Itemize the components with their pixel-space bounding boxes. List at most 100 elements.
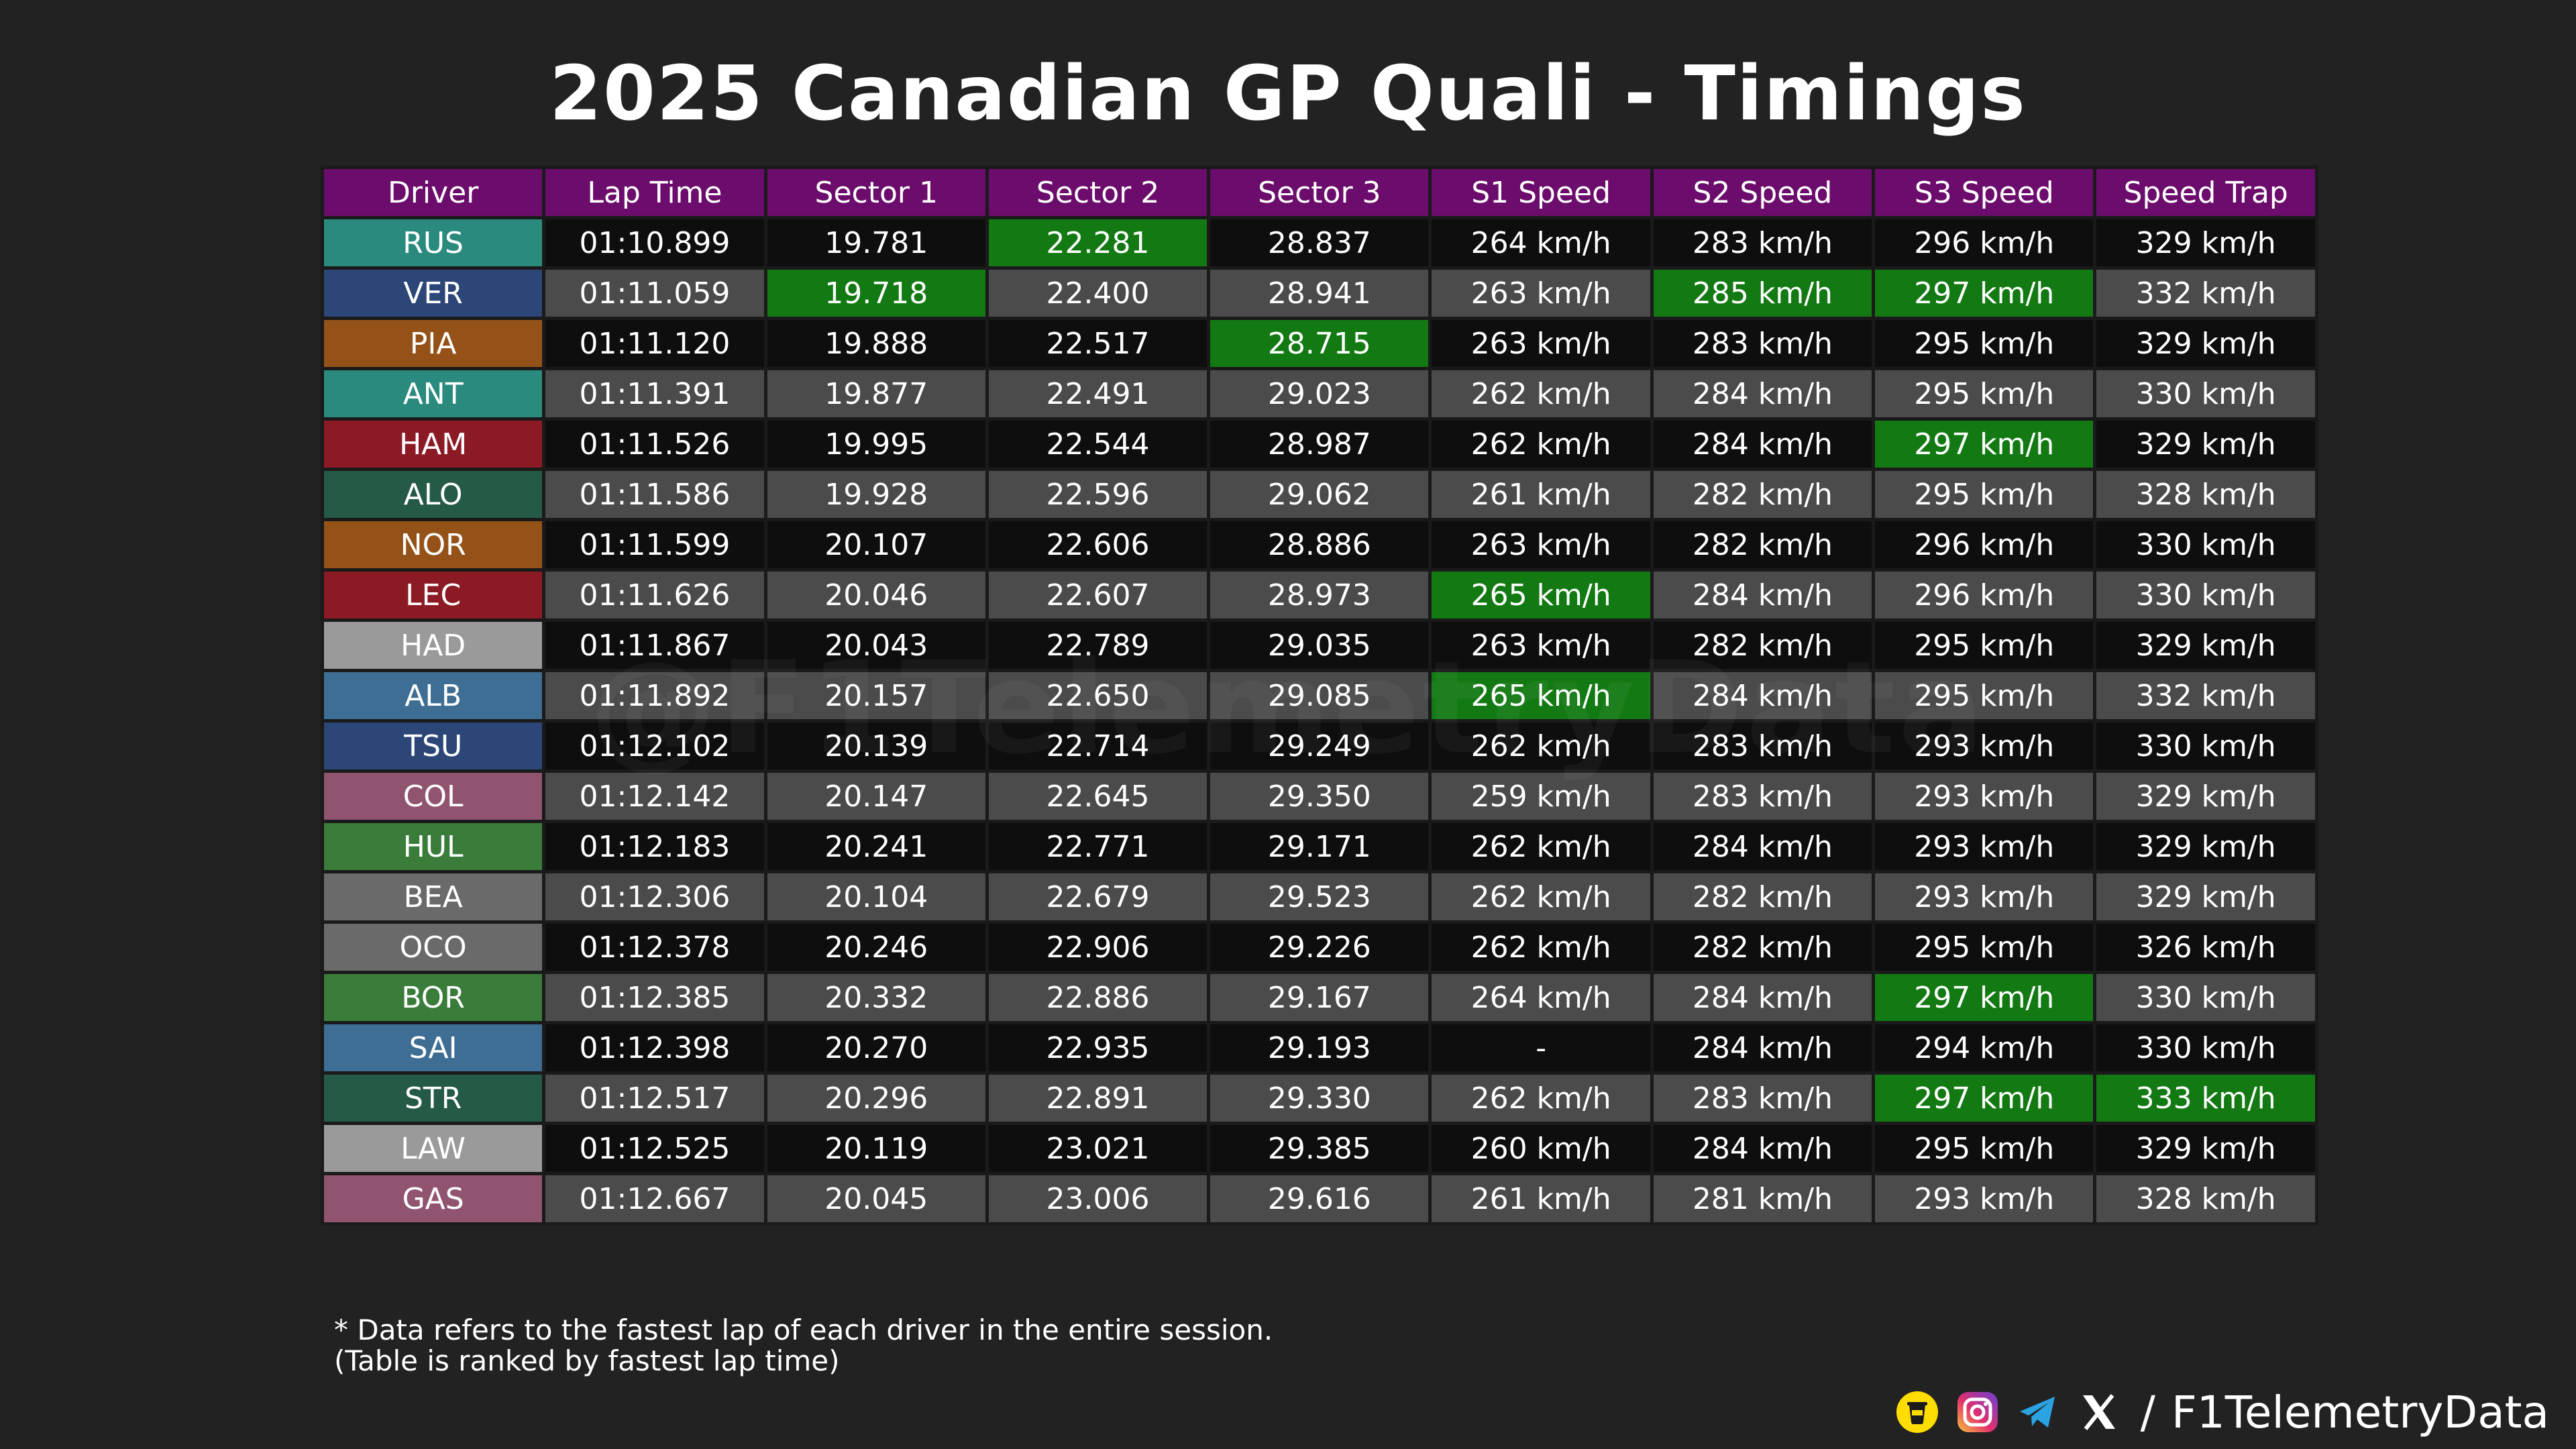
table-row: BOR 01:12.385 20.332 22.886 29.167 264 km/h 28… — [320, 971, 2318, 1024]
sector-2-cell: 22.544 — [985, 417, 1211, 471]
table-header-row: Driver Lap Time Sector 1 Sector 2 Sector 3 S1… — [320, 166, 2318, 219]
credit-bar: / F1TelemetryData — [1895, 1382, 2549, 1442]
s2-speed-cell: 282 km/h — [1650, 468, 1876, 521]
lap-time-cell: 01:12.183 — [542, 820, 767, 873]
x-icon[interactable] — [2076, 1390, 2121, 1434]
speed-trap-cell: 330 km/h — [2093, 719, 2318, 773]
speed-trap-cell: 332 km/h — [2093, 266, 2318, 320]
column-header: Lap Time — [542, 166, 767, 219]
s1-speed-cell: 263 km/h — [1428, 266, 1654, 320]
sector-1-cell: 20.246 — [763, 920, 989, 974]
sector-2-cell: 22.596 — [985, 468, 1211, 521]
speed-trap-cell: 328 km/h — [2093, 1172, 2318, 1226]
sector-3-cell: 29.523 — [1207, 870, 1432, 924]
sector-2-cell: 22.935 — [985, 1021, 1211, 1075]
speed-trap-cell: 329 km/h — [2093, 1122, 2318, 1175]
driver-cell: SAI — [320, 1021, 546, 1075]
s3-speed-cell: 296 km/h — [1872, 568, 2097, 622]
s1-speed-cell: 262 km/h — [1428, 820, 1654, 873]
lap-time-cell: 01:12.385 — [542, 971, 767, 1024]
column-header: S3 Speed — [1872, 166, 2097, 219]
s1-speed-cell: 262 km/h — [1428, 417, 1654, 471]
column-header: Sector 1 — [763, 166, 989, 219]
sector-1-cell: 20.157 — [763, 669, 989, 722]
s2-speed-cell: 284 km/h — [1650, 568, 1876, 622]
driver-cell: HAM — [320, 417, 546, 471]
s2-speed-cell: 283 km/h — [1650, 719, 1876, 773]
sector-1-cell: 20.332 — [763, 971, 989, 1024]
table-body: RUS 01:10.899 19.781 22.281 28.837 264 km/h 28… — [320, 216, 2318, 1226]
sector-1-cell: 20.139 — [763, 719, 989, 773]
s3-speed-cell: 295 km/h — [1872, 468, 2097, 521]
driver-cell: PIA — [320, 317, 546, 370]
speed-trap-cell: 330 km/h — [2093, 971, 2318, 1024]
table-row: OCO 01:12.378 20.246 22.906 29.226 262 km/h 28… — [320, 920, 2318, 974]
table-row: BEA 01:12.306 20.104 22.679 29.523 262 km/h 28… — [320, 870, 2318, 924]
driver-cell: BOR — [320, 971, 546, 1024]
driver-cell: RUS — [320, 216, 546, 270]
s2-speed-cell: 283 km/h — [1650, 317, 1876, 370]
buymeacoffee-icon[interactable] — [1895, 1390, 1939, 1434]
lap-time-cell: 01:12.142 — [542, 769, 767, 823]
lap-time-cell: 01:12.667 — [542, 1172, 767, 1226]
speed-trap-cell: 329 km/h — [2093, 216, 2318, 270]
credit-handle[interactable]: F1TelemetryData — [2171, 1386, 2549, 1438]
table-row: VER 01:11.059 19.718 22.400 28.941 263 km/h 28… — [320, 266, 2318, 320]
s3-speed-cell: 295 km/h — [1872, 317, 2097, 370]
speed-trap-cell: 329 km/h — [2093, 317, 2318, 370]
sector-2-cell: 22.607 — [985, 568, 1211, 622]
s1-speed-cell: 259 km/h — [1428, 769, 1654, 823]
s1-speed-cell: 261 km/h — [1428, 1172, 1654, 1226]
s2-speed-cell: 284 km/h — [1650, 1122, 1876, 1175]
speed-trap-cell: 330 km/h — [2093, 568, 2318, 622]
s2-speed-cell: 284 km/h — [1650, 820, 1876, 873]
footnote: * Data refers to the fastest lap of each… — [334, 1315, 1273, 1377]
s3-speed-cell: 295 km/h — [1872, 619, 2097, 672]
s1-speed-cell: 262 km/h — [1428, 920, 1654, 974]
lap-time-cell: 01:12.398 — [542, 1021, 767, 1075]
sector-2-cell: 22.281 — [985, 216, 1211, 270]
s2-speed-cell: 284 km/h — [1650, 669, 1876, 722]
sector-1-cell: 19.718 — [763, 266, 989, 320]
speed-trap-cell: 329 km/h — [2093, 417, 2318, 471]
s2-speed-cell: 283 km/h — [1650, 1071, 1876, 1125]
table-row: HAM 01:11.526 19.995 22.544 28.987 262 km/h 28… — [320, 417, 2318, 471]
sector-1-cell: 20.270 — [763, 1021, 989, 1075]
lap-time-cell: 01:12.517 — [542, 1071, 767, 1125]
table-row: SAI 01:12.398 20.270 22.935 29.193-284 km/h 2… — [320, 1021, 2318, 1075]
sector-3-cell: 29.171 — [1207, 820, 1432, 873]
lap-time-cell: 01:11.586 — [542, 468, 767, 521]
lap-time-cell: 01:11.120 — [542, 317, 767, 370]
sector-3-cell: 29.193 — [1207, 1021, 1432, 1075]
sector-3-cell: 28.973 — [1207, 568, 1432, 622]
driver-cell: LAW — [320, 1122, 546, 1175]
s2-speed-cell: 282 km/h — [1650, 619, 1876, 672]
sector-3-cell: 29.350 — [1207, 769, 1432, 823]
s3-speed-cell: 294 km/h — [1872, 1021, 2097, 1075]
s3-speed-cell: 293 km/h — [1872, 769, 2097, 823]
s3-speed-cell: 295 km/h — [1872, 669, 2097, 722]
driver-cell: LEC — [320, 568, 546, 622]
sector-1-cell: 20.296 — [763, 1071, 989, 1125]
table-row: NOR 01:11.599 20.107 22.606 28.886 263 km/h 28… — [320, 518, 2318, 572]
s1-speed-cell: - — [1428, 1021, 1654, 1075]
s1-speed-cell: 263 km/h — [1428, 619, 1654, 672]
lap-time-cell: 01:11.391 — [542, 367, 767, 421]
driver-cell: VER — [320, 266, 546, 320]
s1-speed-cell: 260 km/h — [1428, 1122, 1654, 1175]
driver-cell: GAS — [320, 1172, 546, 1226]
lap-time-cell: 01:11.526 — [542, 417, 767, 471]
s3-speed-cell: 293 km/h — [1872, 1172, 2097, 1226]
table-row: ALB 01:11.892 20.157 22.650 29.085 265 km/h 28… — [320, 669, 2318, 722]
s2-speed-cell: 285 km/h — [1650, 266, 1876, 320]
s3-speed-cell: 296 km/h — [1872, 216, 2097, 270]
sector-2-cell: 22.891 — [985, 1071, 1211, 1125]
telegram-icon[interactable] — [2016, 1390, 2060, 1434]
driver-cell: ALO — [320, 468, 546, 521]
sector-3-cell: 29.616 — [1207, 1172, 1432, 1226]
sector-1-cell: 20.241 — [763, 820, 989, 873]
instagram-icon[interactable] — [1955, 1390, 2000, 1434]
column-header: Speed Trap — [2093, 166, 2318, 219]
sector-1-cell: 20.046 — [763, 568, 989, 622]
s1-speed-cell: 264 km/h — [1428, 971, 1654, 1024]
